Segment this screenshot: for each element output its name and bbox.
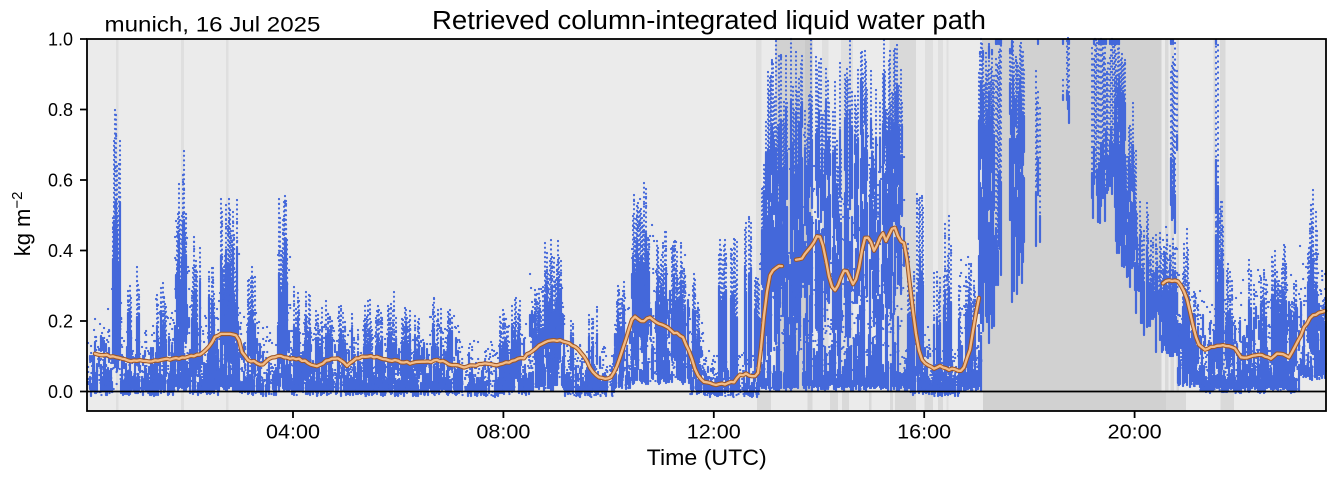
svg-text:Time (UTC): Time (UTC) xyxy=(647,445,767,470)
svg-text:16:00: 16:00 xyxy=(897,421,951,444)
svg-text:12:00: 12:00 xyxy=(687,421,741,444)
svg-text:0.8: 0.8 xyxy=(48,100,73,120)
svg-text:0.2: 0.2 xyxy=(48,312,73,332)
svg-text:1.0: 1.0 xyxy=(48,30,73,50)
svg-text:0.4: 0.4 xyxy=(48,241,73,261)
svg-text:munich, 16 Jul 2025: munich, 16 Jul 2025 xyxy=(105,13,321,36)
svg-text:08:00: 08:00 xyxy=(476,421,530,444)
svg-text:0.0: 0.0 xyxy=(48,382,73,402)
svg-text:20:00: 20:00 xyxy=(1108,421,1162,444)
svg-text:Retrieved column-integrated li: Retrieved column-integrated liquid water… xyxy=(432,7,986,35)
svg-text:0.6: 0.6 xyxy=(48,171,73,191)
svg-text:04:00: 04:00 xyxy=(266,421,320,444)
